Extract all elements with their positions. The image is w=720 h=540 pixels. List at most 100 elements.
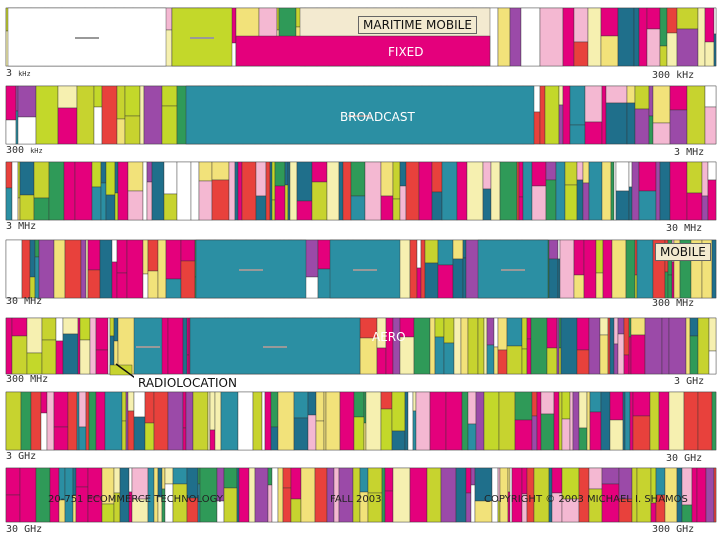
band-2-block-58b	[669, 109, 688, 145]
band-4-block-53	[548, 239, 559, 260]
band-6-block-58	[540, 391, 555, 415]
band-3-block-22	[228, 161, 236, 221]
band-5-start-label: 300 MHz	[6, 374, 49, 385]
band-5-block-47b	[443, 342, 455, 375]
band-4-region-0-mark	[239, 269, 263, 271]
band-6-block-16b	[133, 416, 146, 451]
band-6-block-8	[78, 391, 87, 428]
band-3-block-54b	[518, 196, 524, 221]
band-4-block-62	[634, 239, 638, 276]
band-2-block-8	[116, 85, 126, 120]
band-3-block-64	[610, 161, 615, 221]
band-4-block-56	[573, 239, 585, 276]
band-6-block-69	[622, 391, 626, 451]
band-6-block-74	[658, 391, 670, 451]
band-5-block-52	[483, 317, 488, 375]
band-3-block-39	[350, 161, 366, 197]
band-2-block-52	[601, 85, 607, 145]
band-5-block-5b	[62, 333, 79, 375]
band-1-block-45b	[573, 41, 589, 67]
band-2-end-label: 3 MHz	[674, 147, 705, 158]
band-3-block-43b	[399, 185, 407, 221]
band-5-block-78b	[689, 335, 699, 375]
band-5-block-10	[107, 317, 111, 375]
band-2-block-53b	[605, 102, 628, 145]
band-4-block-57	[583, 239, 597, 299]
band-3-block-34	[296, 161, 313, 202]
band-3-block-60	[576, 161, 584, 181]
band-7-block-77	[705, 467, 715, 523]
band-7-block-76	[696, 467, 707, 523]
band-7-block-12	[128, 467, 133, 493]
band-4-block-58	[595, 239, 604, 274]
band-6-block-56	[531, 391, 538, 417]
band-6-block-72	[632, 391, 651, 417]
band-5-block-40b	[376, 347, 387, 375]
band-6-block-22	[192, 391, 209, 451]
band-3-block-10	[105, 161, 116, 196]
band-5-block-54b	[493, 346, 499, 375]
band-5-block-19	[186, 317, 190, 356]
band-6-block-56b	[531, 415, 538, 451]
course-title: 20-751 ECOMMERCE TECHNOLOGY	[48, 494, 223, 505]
band-5-block-41	[385, 317, 394, 375]
band-3-block-43	[399, 161, 407, 187]
band-3-block-62	[588, 161, 603, 221]
band-4-block-41	[420, 239, 426, 299]
band-7-block-24b	[223, 487, 238, 523]
band-1-block-57b	[713, 33, 717, 67]
band-6-start-label: 3 GHz	[6, 451, 37, 462]
band-1-block-19	[276, 7, 280, 31]
band-5-block-60b	[546, 347, 558, 375]
band-3-block-33	[289, 161, 298, 221]
band-7-block-17	[161, 467, 166, 490]
band-3-block-17b	[163, 193, 178, 221]
band-3-block-10b	[105, 194, 116, 221]
band-7-block-66	[601, 467, 620, 485]
mobile-label: MOBILE	[655, 243, 711, 261]
band-3-block-13	[127, 161, 144, 192]
band-5-block-80	[708, 317, 717, 352]
band-2-block-1	[15, 85, 19, 112]
band-5-block-69	[613, 317, 619, 345]
band-4-block-45	[462, 239, 467, 259]
band-6-block-35	[315, 391, 325, 422]
band-2-block-2b	[17, 116, 37, 145]
band-6-block-19	[167, 391, 184, 451]
band-5-block-50	[467, 317, 479, 375]
band-5-block-3	[41, 317, 57, 341]
band-5-region-1-mark	[136, 346, 160, 348]
band-1-region-0-mark	[75, 37, 99, 39]
band-7-block-19	[172, 467, 188, 485]
band-3-block-27	[265, 161, 271, 221]
band-1-block-53b	[666, 32, 678, 67]
band-6-block-50	[461, 391, 469, 451]
band-4-block-17	[165, 239, 182, 280]
band-5-block-53b	[486, 344, 495, 375]
band-1-block-41	[509, 7, 522, 67]
band-6-block-27	[237, 391, 254, 451]
band-4-block-44	[452, 239, 464, 260]
band-6-block-17b	[144, 422, 155, 451]
band-6-block-35b	[315, 420, 325, 451]
band-3-block-41	[380, 161, 394, 197]
band-4-region-1-mark	[353, 269, 377, 271]
band-3-block-19	[190, 161, 200, 221]
band-5-block-75	[661, 317, 670, 375]
band-3-block-8	[91, 161, 102, 188]
band-2-block-4	[57, 85, 78, 109]
band-5-block-64	[576, 317, 590, 351]
band-7-block-32b	[282, 487, 292, 523]
band-5-block-18	[182, 317, 188, 375]
band-7-block-34	[300, 467, 316, 523]
band-2-block-11	[143, 85, 163, 145]
band-3-block-60b	[576, 179, 584, 221]
band-5-block-76	[668, 317, 687, 375]
band-4-block-63	[636, 239, 654, 299]
band-6-block-8b	[78, 426, 87, 451]
band-3-block-49	[466, 161, 484, 221]
band-6-block-0	[5, 391, 22, 451]
band-6-block-57	[536, 391, 542, 451]
band-2-block-57	[652, 85, 671, 124]
band-5-block-62b	[558, 347, 562, 375]
